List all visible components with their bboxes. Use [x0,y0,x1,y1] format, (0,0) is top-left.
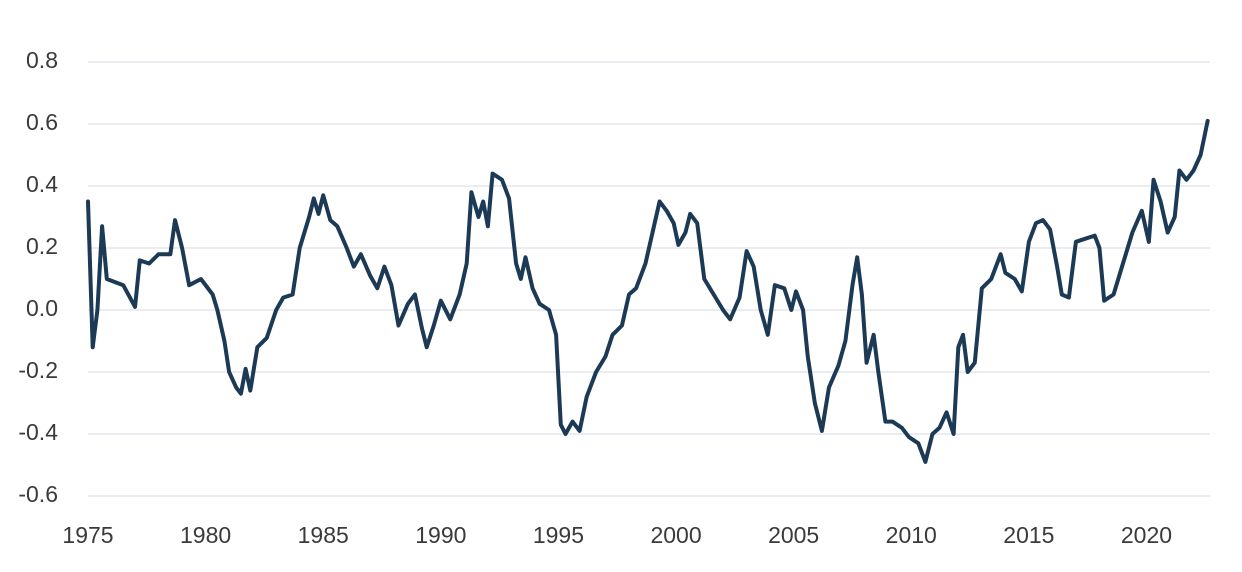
data-line [86,118,1210,464]
x-tick-label: 2000 [650,522,701,548]
y-tick-label: 0.6 [26,109,58,135]
x-tick-label: 2010 [886,522,937,548]
x-tick-label: 1985 [298,522,349,548]
x-tick-label: 1980 [180,522,231,548]
y-tick-label: -0.2 [18,357,58,383]
y-tick-label: -0.6 [18,481,58,507]
y-tick-label: -0.4 [18,419,58,445]
x-tick-label: 2015 [1003,522,1054,548]
x-tick-label: 1990 [415,522,466,548]
x-tick-label: 2005 [768,522,819,548]
y-tick-label: 0.2 [26,233,58,259]
x-tick-label: 1975 [62,522,113,548]
x-tick-label: 1995 [533,522,584,548]
y-tick-label: 0.4 [26,171,58,197]
y-tick-label: 0.8 [26,47,58,73]
y-tick-label: 0.0 [26,295,58,321]
x-tick-label: 2020 [1121,522,1172,548]
